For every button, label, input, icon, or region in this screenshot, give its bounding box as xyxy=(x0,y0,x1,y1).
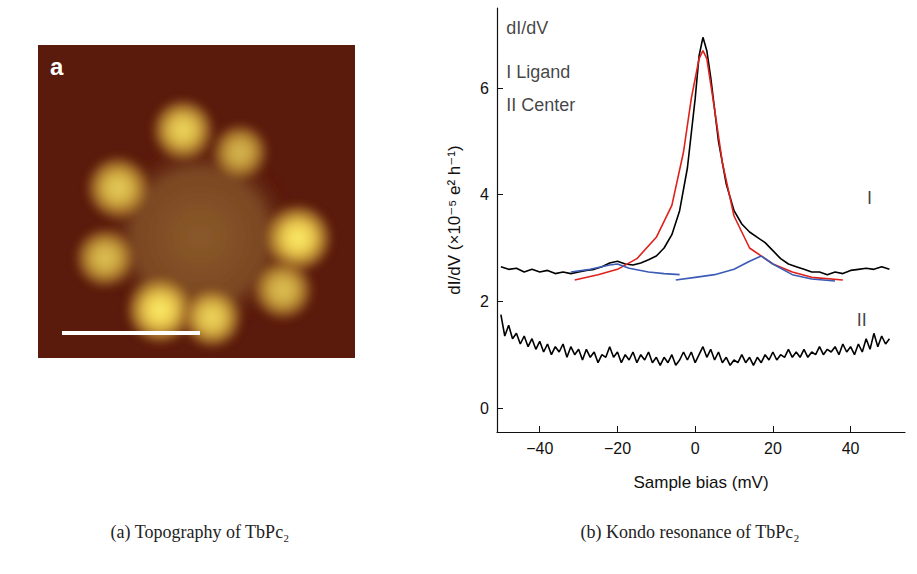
svg-text:II: II xyxy=(857,310,867,330)
svg-text:II Center: II Center xyxy=(506,95,575,115)
svg-text:−20: −20 xyxy=(604,440,631,457)
svg-text:2: 2 xyxy=(480,293,489,310)
svg-text:0: 0 xyxy=(480,400,489,417)
html-text:(a) Topography of TbPc₂: (a) Topography of TbPc₂ xyxy=(110,522,290,542)
svg-text:0: 0 xyxy=(691,440,700,457)
svg-text:dI/dV (×10⁻⁵ e² h⁻¹): dI/dV (×10⁻⁵ e² h⁻¹) xyxy=(445,145,464,294)
svg-text:4: 4 xyxy=(480,186,489,203)
svg-text:I Ligand: I Ligand xyxy=(506,62,570,82)
svg-text:40: 40 xyxy=(842,440,860,457)
svg-text:−40: −40 xyxy=(526,440,553,457)
svg-text:I: I xyxy=(867,188,872,208)
svg-text:6: 6 xyxy=(480,80,489,97)
svg-text:dI/dV: dI/dV xyxy=(506,18,548,38)
html-text:(b) Kondo resonance of TbPc₂: (b) Kondo resonance of TbPc₂ xyxy=(580,522,800,542)
svg-text:a: a xyxy=(50,53,64,80)
svg-text:Sample bias (mV): Sample bias (mV) xyxy=(633,473,768,492)
svg-text:20: 20 xyxy=(764,440,782,457)
